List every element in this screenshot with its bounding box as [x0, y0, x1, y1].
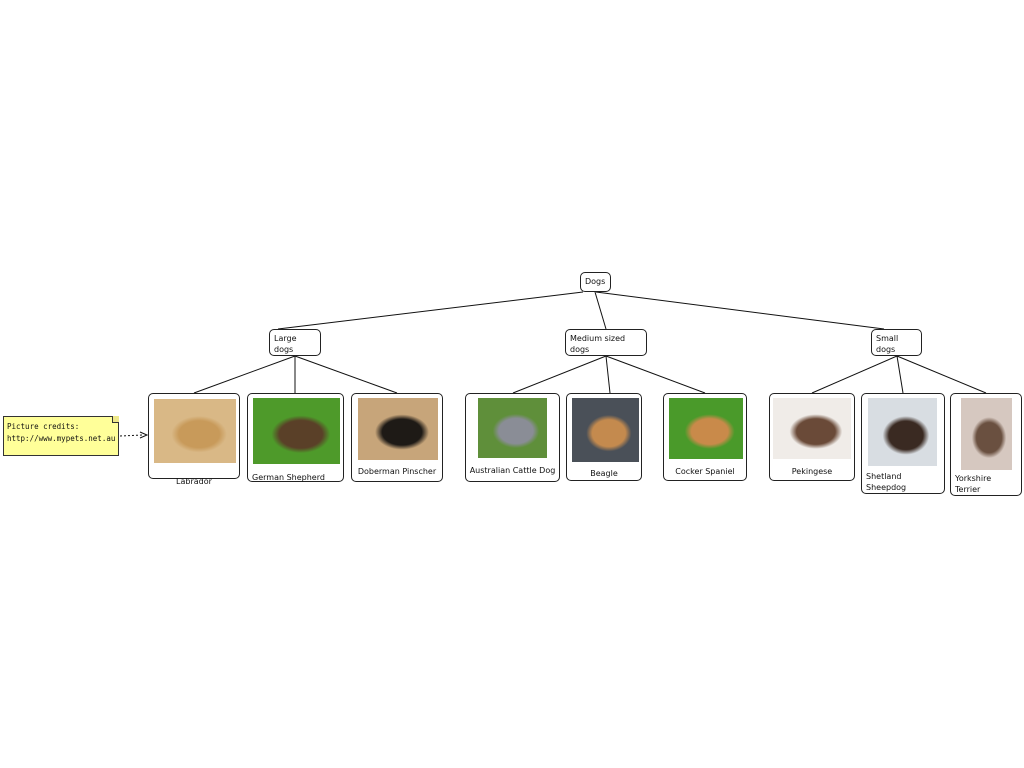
card-yorkshire-terrier[interactable]: Yorkshire Terrier — [950, 393, 1022, 496]
card-label: Sheepdog — [866, 483, 907, 492]
card-label: Cocker Spaniel — [675, 467, 735, 476]
card-label: Yorkshire — [955, 474, 992, 483]
topic-large-dogs[interactable]: Large dogs — [269, 329, 321, 356]
beagle-photo — [572, 398, 639, 462]
connector-dogs-medium — [594, 291, 607, 330]
card-german-shepherd[interactable]: German Shepherd — [247, 393, 344, 482]
card-label: Shetland — [866, 472, 902, 481]
connector-small-yorkshire — [896, 355, 987, 394]
picture-credits-note[interactable]: Picture credits: http://www.mypets.net.a… — [3, 416, 119, 456]
doberman-photo — [358, 398, 438, 460]
topic-label: Dogs — [585, 277, 606, 286]
note-text: Picture credits: — [7, 422, 80, 431]
root-topic-dogs[interactable]: Dogs — [580, 272, 611, 292]
card-label: Australian Cattle Dog — [469, 466, 556, 475]
connector-large-labrador — [193, 355, 296, 394]
card-label: Pekingese — [791, 467, 833, 476]
card-pekingese[interactable]: Pekingese — [769, 393, 855, 481]
topic-label: dogs — [570, 345, 590, 354]
card-doberman-pinscher[interactable]: Doberman Pinscher — [351, 393, 443, 482]
connector-small-shetland — [896, 355, 904, 394]
topic-label: Small — [876, 334, 899, 343]
topic-small-dogs[interactable]: Small dogs — [871, 329, 922, 356]
pekingese-photo — [773, 398, 851, 459]
australian-cattle-dog-photo — [478, 398, 547, 458]
connector-dogs-small — [595, 291, 885, 330]
card-label: Doberman Pinscher — [357, 467, 437, 476]
cocker-spaniel-photo — [669, 398, 743, 459]
topic-label: Medium sized — [570, 334, 626, 343]
topic-label: dogs — [274, 345, 294, 354]
connector-medium-australian — [512, 355, 607, 394]
note-arrowhead-icon — [139, 431, 149, 439]
card-label: Beagle — [590, 469, 618, 478]
note-fold-corner — [112, 416, 119, 423]
card-label: Terrier — [955, 485, 981, 494]
note-arrow-line — [119, 434, 144, 437]
yorkshire-terrier-photo — [961, 398, 1012, 470]
connector-large-doberman — [294, 355, 398, 394]
card-beagle[interactable]: Beagle — [566, 393, 642, 481]
topic-medium-dogs[interactable]: Medium sized dogs — [565, 329, 647, 356]
connector-small-pekingese — [811, 355, 898, 394]
card-shetland-sheepdog[interactable]: Shetland Sheepdog — [861, 393, 945, 494]
topic-label: Large — [274, 334, 297, 343]
connector-medium-cocker — [605, 355, 706, 394]
note-url: http://www.mypets.net.au — [7, 434, 116, 443]
card-labrador[interactable]: Labrador — [148, 393, 240, 486]
connector-medium-beagle — [605, 355, 611, 394]
labrador-photo — [154, 399, 236, 463]
german-shepherd-photo — [253, 398, 340, 464]
shetland-sheepdog-photo — [868, 398, 937, 466]
topic-label: dogs — [876, 345, 896, 354]
card-cocker-spaniel[interactable]: Cocker Spaniel — [663, 393, 747, 481]
connector-dogs-large — [277, 291, 584, 330]
card-australian-cattle-dog[interactable]: Australian Cattle Dog — [465, 393, 560, 482]
card-label: Labrador — [176, 477, 212, 486]
card-label: German Shepherd — [252, 473, 325, 482]
